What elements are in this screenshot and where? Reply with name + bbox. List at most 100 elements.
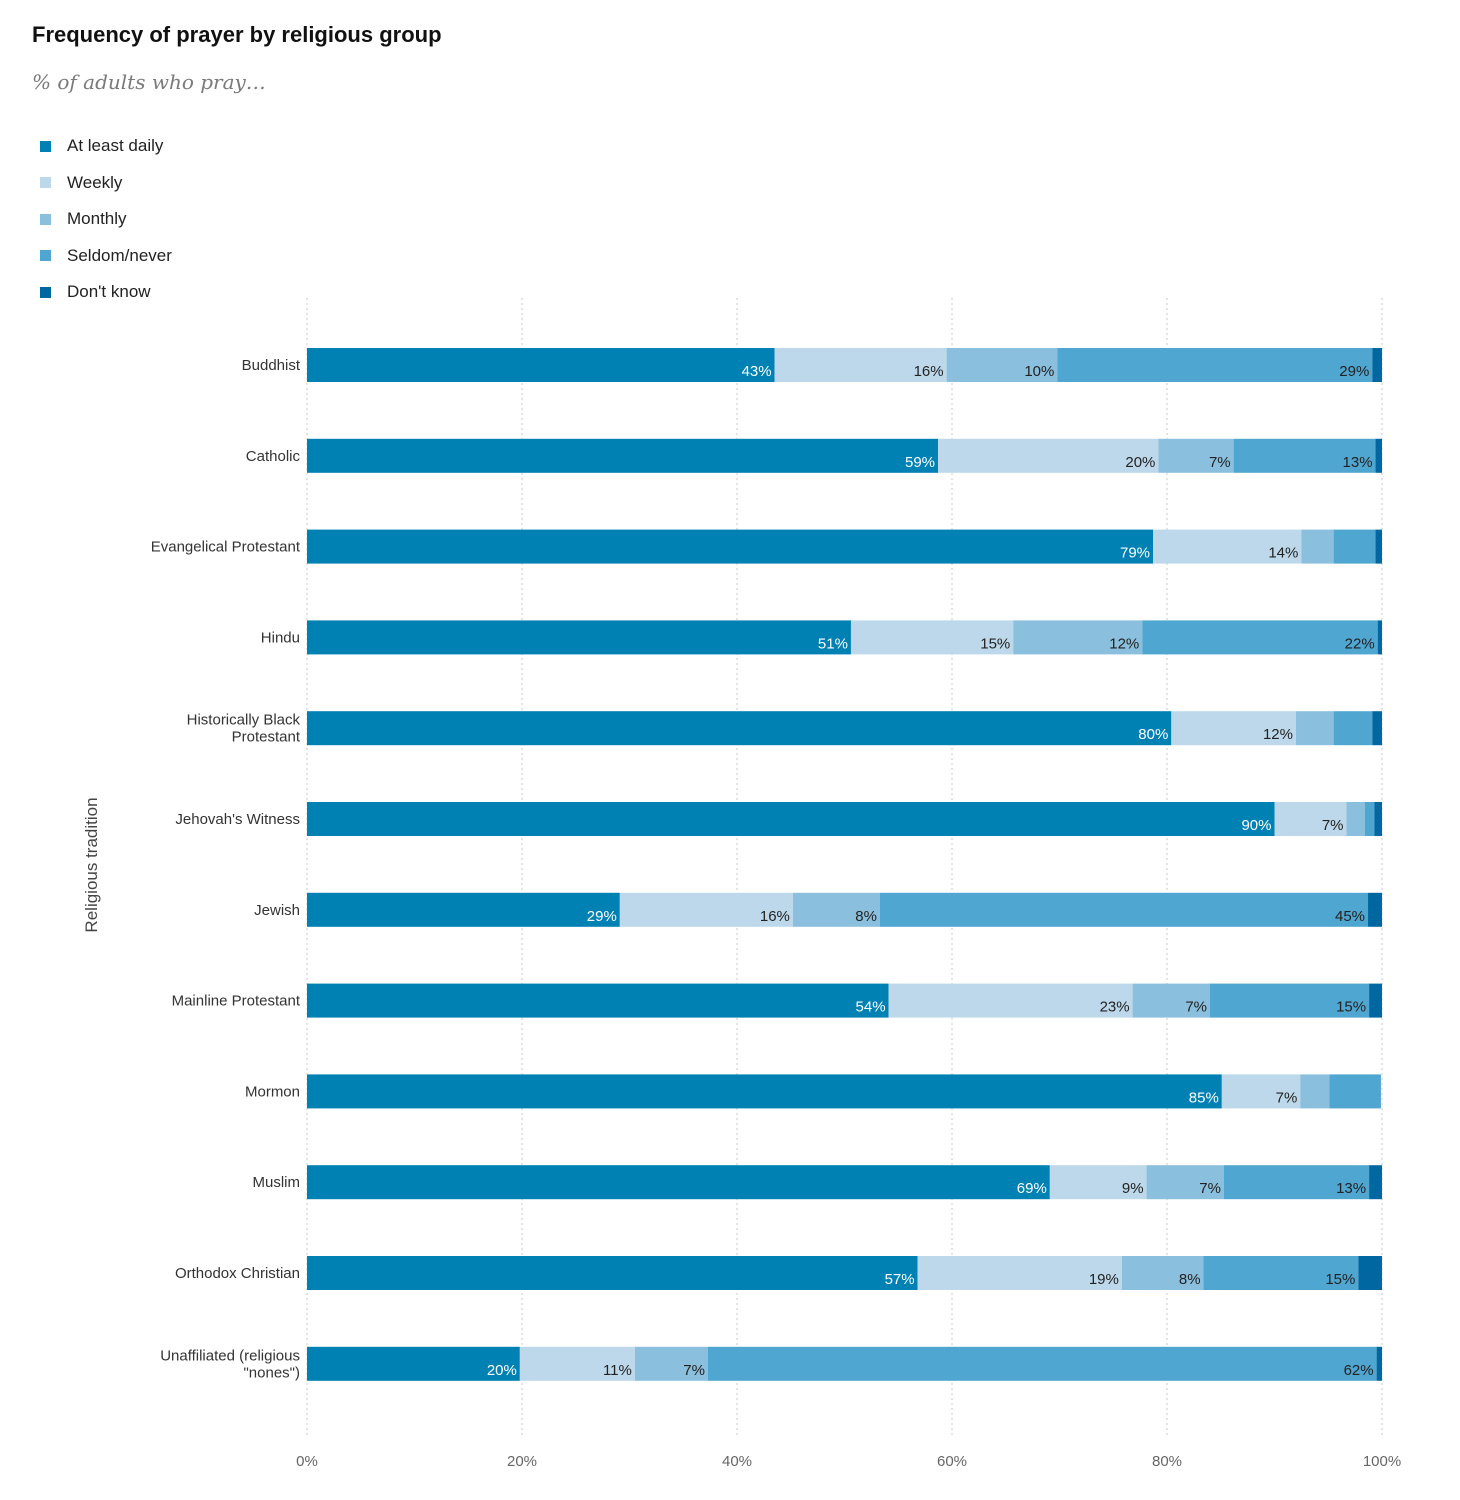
bar-segment bbox=[307, 348, 775, 382]
bar-segment bbox=[307, 802, 1275, 836]
category-label: Catholic bbox=[246, 448, 301, 465]
data-label: 51% bbox=[818, 635, 848, 652]
bar-segment bbox=[1013, 620, 1143, 655]
bar-segment bbox=[1132, 983, 1210, 1018]
category-label: Orthodox Christian bbox=[175, 1265, 300, 1282]
bar-segment bbox=[879, 892, 1369, 927]
bar-segment bbox=[1329, 1074, 1381, 1109]
category-label: Unaffiliated (religious "nones") bbox=[160, 1347, 300, 1381]
bar-segment bbox=[1364, 802, 1375, 836]
category-label-line: Mormon bbox=[245, 1083, 300, 1100]
gridlines bbox=[306, 298, 1383, 1438]
data-label: 7% bbox=[1322, 817, 1344, 834]
data-label: 20% bbox=[1125, 454, 1155, 471]
x-tick-label: 100% bbox=[1363, 1453, 1401, 1470]
legend-swatch-seldom bbox=[40, 250, 51, 262]
bar-segment bbox=[1233, 438, 1376, 473]
data-label: 12% bbox=[1263, 726, 1293, 743]
data-label: 57% bbox=[885, 1271, 915, 1288]
bar-segment bbox=[938, 438, 1159, 473]
legend-swatch-monthly bbox=[40, 213, 51, 225]
category-label-line: Hindu bbox=[261, 629, 300, 646]
data-label: 15% bbox=[1325, 1271, 1355, 1288]
bar-segment bbox=[774, 348, 947, 382]
category-label-line: "nones") bbox=[243, 1364, 300, 1381]
data-label: 22% bbox=[1345, 635, 1375, 652]
bar-segment bbox=[1301, 529, 1334, 564]
chart-title: Frequency of prayer by religious group bbox=[32, 22, 442, 47]
bar-segment bbox=[1274, 802, 1347, 836]
legend-item-seldom: Seldom/never bbox=[40, 238, 172, 275]
legend-label-dont-know: Don't know bbox=[67, 282, 151, 302]
bar-segment bbox=[1203, 1256, 1359, 1290]
category-label: Mainline Protestant bbox=[172, 993, 301, 1010]
bar-segment bbox=[1153, 529, 1302, 564]
bar-segment bbox=[792, 892, 880, 927]
data-label: 7% bbox=[1185, 999, 1207, 1016]
legend-swatch-daily bbox=[40, 140, 51, 152]
data-label: 54% bbox=[856, 999, 886, 1016]
category-label-line: Muslim bbox=[253, 1174, 301, 1191]
bar-segment bbox=[1374, 802, 1382, 836]
bar-segment bbox=[1333, 529, 1376, 564]
bar-segment bbox=[307, 438, 939, 473]
data-label: 20% bbox=[487, 1362, 517, 1379]
legend-item-dont-know: Don't know bbox=[40, 274, 172, 311]
data-label: 69% bbox=[1017, 1180, 1047, 1197]
category-label: Muslim bbox=[253, 1174, 301, 1191]
category-label: Historically Black Protestant bbox=[187, 712, 301, 746]
bar-segment bbox=[1369, 1165, 1382, 1200]
bar-segment bbox=[707, 1346, 1377, 1381]
legend-item-weekly: Weekly bbox=[40, 165, 172, 202]
bar-segment bbox=[1376, 1346, 1382, 1381]
bar-segment bbox=[1296, 711, 1334, 746]
bar-segment bbox=[1346, 802, 1365, 836]
bar-segment bbox=[1333, 711, 1373, 746]
data-label: 23% bbox=[1100, 999, 1130, 1016]
legend-label-seldom: Seldom/never bbox=[67, 245, 172, 265]
legend-swatch-weekly bbox=[40, 177, 51, 189]
category-label-line: Historically Black bbox=[187, 712, 301, 729]
category-label: Jehovah's Witness bbox=[175, 811, 300, 828]
x-tick-label: 40% bbox=[722, 1453, 752, 1470]
bar-segment bbox=[1377, 620, 1382, 655]
data-label: 59% bbox=[905, 454, 935, 471]
category-label-line: Evangelical Protestant bbox=[151, 539, 301, 556]
bar-segment bbox=[1146, 1165, 1224, 1200]
data-label: 19% bbox=[1089, 1271, 1119, 1288]
data-label: 14% bbox=[1268, 545, 1298, 562]
bar-segment bbox=[888, 983, 1133, 1018]
data-label: 11% bbox=[603, 1362, 632, 1379]
legend-item-daily: At least daily bbox=[40, 128, 172, 165]
data-label: 16% bbox=[760, 908, 790, 925]
x-axis-ticks: 0% 20% 40% 60% 80% 100% bbox=[296, 1453, 1401, 1470]
data-labels: 43% 16% 10% 29% 59% 20% 7% 13% 79% 14% 51% 15% 12% 22… bbox=[487, 363, 1375, 1379]
bar-segment bbox=[1210, 983, 1370, 1018]
bar-segment bbox=[917, 1256, 1122, 1290]
data-label: 85% bbox=[1189, 1089, 1219, 1106]
data-label: 8% bbox=[855, 908, 877, 925]
bar-segment bbox=[307, 1165, 1050, 1200]
category-label-line: Buddhist bbox=[242, 357, 301, 374]
bar-segment bbox=[307, 529, 1154, 564]
data-label: 15% bbox=[1336, 999, 1366, 1016]
bar-segment bbox=[1372, 348, 1382, 382]
bar-segment bbox=[619, 892, 793, 927]
bar-segment bbox=[1372, 711, 1382, 746]
bar-segment bbox=[1049, 1165, 1147, 1200]
category-label: Jewish bbox=[254, 902, 300, 919]
legend-label-weekly: Weekly bbox=[67, 172, 123, 192]
bar-segment bbox=[307, 983, 889, 1018]
data-label: 10% bbox=[1024, 363, 1054, 380]
data-label: 9% bbox=[1122, 1180, 1144, 1197]
category-label: Mormon bbox=[245, 1083, 300, 1100]
bar-segment bbox=[307, 1074, 1222, 1109]
bar-segment bbox=[1358, 1256, 1382, 1290]
bar-segment bbox=[1300, 1074, 1330, 1109]
category-label-line: Protestant bbox=[232, 729, 301, 746]
data-label: 43% bbox=[742, 363, 772, 380]
bar-segment bbox=[307, 1346, 520, 1381]
data-label: 15% bbox=[980, 635, 1010, 652]
data-label: 29% bbox=[587, 908, 617, 925]
